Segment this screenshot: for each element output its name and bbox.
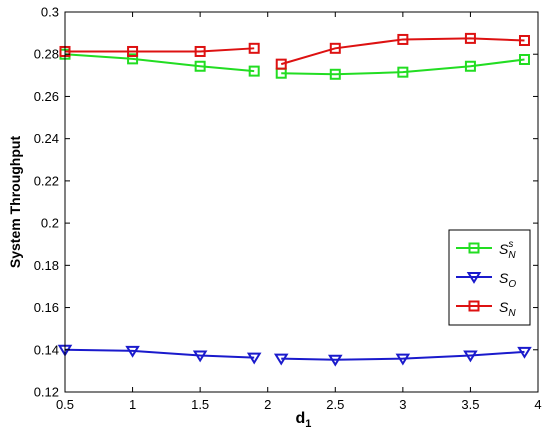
y-tick-label: 0.26	[34, 89, 59, 104]
legend-marker	[468, 242, 480, 254]
series-sn-point	[397, 33, 409, 45]
legend-item-so: SO	[456, 270, 516, 290]
x-tick-label: 2.5	[326, 397, 344, 412]
legend-marker	[466, 272, 482, 284]
legend-label-sub: N	[508, 308, 516, 319]
series-sns-point	[248, 65, 260, 77]
x-axis-label-sub: 1	[305, 418, 311, 430]
x-tick-label: 3	[399, 397, 406, 412]
legend-item-sns: Ss N	[456, 239, 516, 261]
series-sn-line-0	[65, 47, 255, 53]
series-so-point	[125, 345, 140, 358]
series-so-point	[246, 352, 262, 365]
series-so-line-0	[64, 348, 255, 359]
legend-label-main: S	[499, 241, 509, 257]
series-sns-point	[194, 60, 206, 72]
series-so-point	[328, 354, 343, 367]
series-sns	[59, 48, 530, 80]
y-axis-label: System Throughput	[7, 136, 23, 269]
series-sn-point	[248, 42, 260, 54]
y-tick-label: 0.24	[34, 131, 59, 146]
plot-area	[65, 12, 538, 392]
y-tick-label: 0.2	[41, 216, 59, 231]
legend-label: SN	[499, 299, 516, 319]
series-sn-point	[275, 58, 287, 70]
series-sns-point	[397, 66, 409, 78]
legend-label-main: S	[499, 299, 509, 315]
series-so	[57, 344, 532, 367]
series-sn-point	[194, 45, 206, 57]
legend-item-sn: SN	[456, 299, 516, 319]
legend-label-main: S	[499, 270, 509, 286]
series-sns-point	[464, 60, 476, 72]
y-tick-label: 0.18	[34, 258, 59, 273]
series-sns-line-0	[64, 53, 255, 73]
x-tick-label: 2	[264, 397, 271, 412]
y-tick-label: 0.3	[41, 5, 59, 20]
series-sns-point	[127, 53, 139, 65]
series-sns-point	[518, 54, 530, 65]
series-sn-point	[518, 35, 530, 46]
series-sns-line-1	[281, 58, 525, 76]
series-sn	[59, 32, 530, 70]
series-layer	[57, 32, 532, 367]
x-tick-label: 3.5	[461, 397, 479, 412]
series-so-line-1	[281, 350, 525, 361]
y-tick-label: 0.28	[34, 47, 59, 62]
legend-label: SO	[499, 270, 516, 290]
series-sns-point	[329, 68, 341, 80]
series-so-point	[517, 346, 532, 359]
plot-frame	[64, 11, 539, 393]
series-so-point	[192, 350, 208, 363]
x-axis-label-main: d	[296, 410, 306, 427]
legend-label-sub: N	[508, 250, 516, 261]
series-sn-line-1	[280, 37, 525, 66]
legend-label-sup: s	[508, 239, 513, 250]
legend-label-sub: O	[508, 279, 516, 290]
y-tick-label: 0.22	[34, 173, 59, 188]
x-axis-label: d1	[296, 410, 312, 430]
x-tick-label: 0.5	[56, 397, 74, 412]
series-so-point	[273, 353, 289, 366]
y-tick-label: 0.16	[34, 300, 59, 315]
legend-marker	[468, 300, 480, 312]
y-tick-label: 0.14	[34, 342, 59, 357]
series-sn-point	[464, 32, 476, 44]
y-tick-label: 0.12	[34, 385, 59, 400]
x-tick-label: 1	[129, 397, 136, 412]
series-so-point	[395, 353, 411, 366]
series-sn-point	[127, 45, 139, 57]
series-sn-point	[329, 42, 341, 54]
x-tick-label: 1.5	[191, 397, 209, 412]
x-tick-label: 4	[534, 397, 541, 412]
legend-label: Ss N	[499, 239, 516, 261]
axes-layer: 0.5 1 1.5 2 2.5 3 3.5 4 0.12 0.14 0.16 0.18 0.2 0.22 0…	[34, 5, 542, 413]
series-so-point	[463, 350, 478, 363]
